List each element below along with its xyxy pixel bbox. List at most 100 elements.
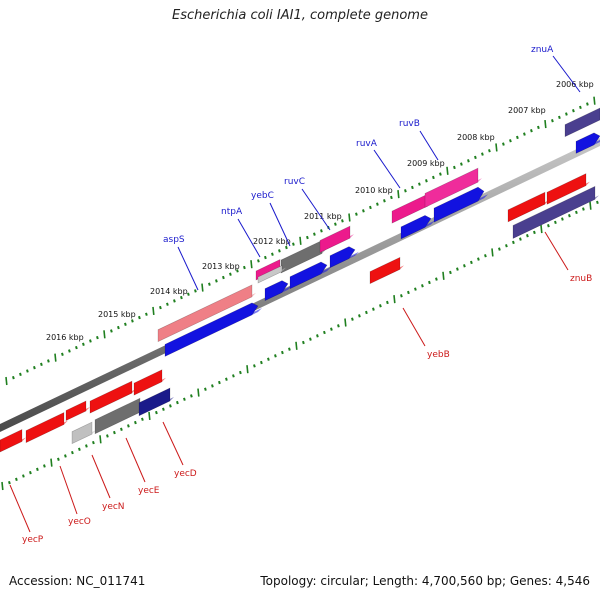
gene-label-yecE: yecE xyxy=(138,486,160,496)
gene-label-ntpA: ntpA xyxy=(221,207,243,217)
major-tick xyxy=(491,248,494,257)
minor-tick xyxy=(211,384,214,388)
minor-tick xyxy=(155,410,158,415)
minor-tick xyxy=(225,377,228,381)
minor-tick xyxy=(463,264,466,268)
gene-label-yebB: yebB xyxy=(427,350,450,360)
leader-line xyxy=(552,55,581,93)
minor-tick xyxy=(22,474,25,478)
major-tick xyxy=(589,201,592,210)
minor-tick xyxy=(526,234,529,238)
gene-label-znuB: znuB xyxy=(570,274,592,284)
minor-tick xyxy=(141,417,144,421)
minor-tick xyxy=(215,279,218,283)
minor-tick xyxy=(474,155,477,160)
minor-tick xyxy=(222,275,225,280)
minor-tick xyxy=(421,284,424,288)
minor-tick xyxy=(36,467,39,471)
minor-tick xyxy=(523,132,526,136)
major-tick xyxy=(152,306,155,316)
minor-tick xyxy=(428,280,431,285)
minor-tick xyxy=(61,352,64,356)
gene-block-blue-1 xyxy=(164,302,259,357)
minor-tick xyxy=(460,162,463,166)
minor-tick xyxy=(414,287,417,291)
minor-tick xyxy=(278,249,281,253)
leader-line xyxy=(9,484,31,533)
major-tick xyxy=(54,353,57,362)
label-leaders xyxy=(9,55,581,533)
major-tick xyxy=(446,166,449,175)
genome-summary-text: Topology: circular; Length: 4,700,560 bp… xyxy=(260,574,590,588)
kbp-label: 2012 kbp xyxy=(253,237,291,246)
minor-tick xyxy=(285,245,288,250)
leader-line xyxy=(269,202,291,247)
minor-tick xyxy=(166,302,169,306)
minor-tick xyxy=(481,152,484,156)
minor-tick xyxy=(383,199,386,203)
minor-tick xyxy=(64,454,67,458)
leader-line xyxy=(544,231,569,271)
minor-tick xyxy=(372,307,375,311)
major-tick xyxy=(393,295,396,304)
minor-tick xyxy=(236,269,239,273)
gene-block-blue-2 xyxy=(264,280,289,302)
minor-tick xyxy=(169,404,172,408)
minor-tick xyxy=(519,237,522,241)
minor-tick xyxy=(425,179,428,183)
gene-block-yecP xyxy=(0,429,23,453)
major-tick xyxy=(50,458,53,467)
kbp-label: 2008 kbp xyxy=(457,133,495,142)
minor-tick xyxy=(586,102,589,106)
minor-tick xyxy=(57,457,60,461)
gene-label-ruvC: ruvC xyxy=(284,177,305,187)
map-title: Escherichia coli IAI1, complete genome xyxy=(172,8,428,23)
major-tick xyxy=(442,271,445,280)
minor-tick xyxy=(316,334,319,338)
gene-block-znuA xyxy=(564,107,600,138)
minor-tick xyxy=(334,222,337,226)
gene-label-ruvA: ruvA xyxy=(356,139,378,149)
minor-tick xyxy=(267,357,270,361)
minor-tick xyxy=(239,370,242,375)
gene-label-yecN: yecN xyxy=(102,502,125,512)
minor-tick xyxy=(551,119,554,123)
leader-line xyxy=(419,130,439,161)
gene-block-blue-4 xyxy=(329,246,356,269)
minor-tick xyxy=(379,304,382,308)
minor-tick xyxy=(537,125,540,130)
minor-tick xyxy=(390,195,393,200)
minor-tick xyxy=(138,315,141,320)
minor-tick xyxy=(218,380,221,385)
minor-tick xyxy=(407,290,410,295)
leader-line xyxy=(301,188,331,231)
gene-block-blue-3 xyxy=(289,261,328,290)
minor-tick xyxy=(71,450,74,455)
minor-tick xyxy=(561,217,564,221)
gene-label-yecO: yecO xyxy=(68,517,91,527)
major-tick xyxy=(299,236,302,245)
major-tick xyxy=(397,190,400,199)
minor-tick xyxy=(26,369,29,373)
minor-tick xyxy=(82,342,85,346)
minor-tick xyxy=(8,480,11,485)
gene-block-grey-small xyxy=(257,265,283,284)
minor-tick xyxy=(575,210,578,215)
minor-tick xyxy=(470,260,473,265)
minor-tick xyxy=(264,255,267,260)
minor-tick xyxy=(358,314,361,318)
minor-tick xyxy=(512,240,515,245)
minor-tick xyxy=(127,424,130,428)
leader-line xyxy=(125,437,146,483)
minor-tick xyxy=(337,324,340,328)
minor-tick xyxy=(78,447,81,451)
minor-tick xyxy=(229,272,232,276)
major-tick xyxy=(201,283,204,292)
minor-tick xyxy=(124,322,127,326)
minor-tick xyxy=(432,175,435,180)
minor-tick xyxy=(173,299,176,303)
minor-tick xyxy=(274,354,277,358)
major-tick xyxy=(348,213,351,222)
minor-tick xyxy=(117,325,120,330)
